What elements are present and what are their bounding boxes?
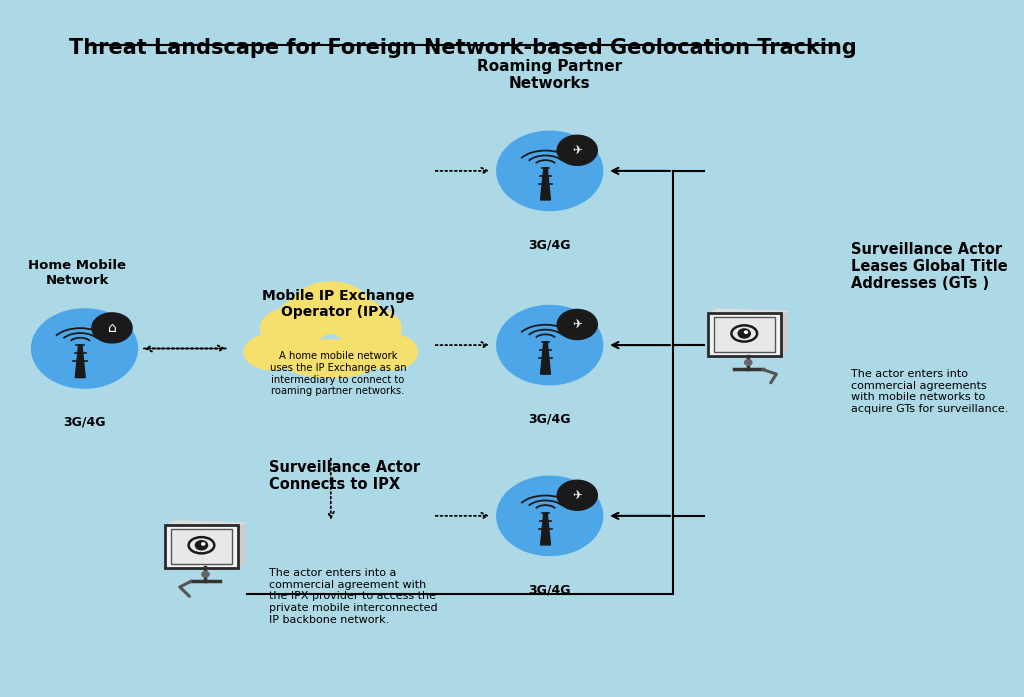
- Polygon shape: [237, 523, 245, 567]
- Text: Threat Landscape for Foreign Network-based Geolocation Tracking: Threat Landscape for Foreign Network-bas…: [70, 38, 857, 58]
- Ellipse shape: [292, 282, 370, 333]
- Ellipse shape: [281, 340, 381, 378]
- Circle shape: [202, 572, 209, 577]
- Ellipse shape: [244, 334, 299, 369]
- Text: ⌂: ⌂: [108, 321, 117, 335]
- Text: ✈: ✈: [572, 489, 583, 502]
- Text: 3G/4G: 3G/4G: [528, 583, 571, 596]
- Polygon shape: [779, 312, 787, 355]
- Ellipse shape: [279, 297, 338, 339]
- Text: ✈: ✈: [572, 144, 583, 157]
- Ellipse shape: [337, 307, 401, 348]
- Circle shape: [92, 313, 132, 343]
- Text: Roaming Partner
Networks: Roaming Partner Networks: [477, 59, 623, 91]
- Circle shape: [32, 309, 137, 388]
- FancyBboxPatch shape: [165, 525, 238, 568]
- Circle shape: [497, 476, 603, 556]
- Text: The actor enters into a
commercial agreement with
the IPX provider to access the: The actor enters into a commercial agree…: [268, 568, 437, 625]
- Circle shape: [557, 309, 597, 339]
- Text: Home Mobile
Network: Home Mobile Network: [29, 259, 126, 287]
- Ellipse shape: [260, 307, 325, 348]
- Ellipse shape: [362, 334, 418, 369]
- Text: ✈: ✈: [572, 318, 583, 331]
- FancyBboxPatch shape: [708, 313, 780, 356]
- Polygon shape: [541, 513, 551, 545]
- Polygon shape: [709, 309, 787, 314]
- Polygon shape: [541, 342, 551, 374]
- Circle shape: [557, 480, 597, 510]
- Circle shape: [744, 331, 748, 333]
- Circle shape: [202, 543, 205, 545]
- Circle shape: [497, 305, 603, 385]
- Circle shape: [497, 131, 603, 210]
- Circle shape: [744, 360, 752, 365]
- Circle shape: [557, 135, 597, 165]
- Polygon shape: [541, 168, 551, 200]
- FancyBboxPatch shape: [714, 317, 775, 352]
- Ellipse shape: [324, 297, 383, 339]
- Text: The actor enters into
commercial agreements
with mobile networks to
acquire GTs : The actor enters into commercial agreeme…: [851, 369, 1009, 414]
- Text: A home mobile network
uses the IP Exchange as an
intermediary to connect to
roam: A home mobile network uses the IP Exchan…: [269, 351, 407, 396]
- FancyBboxPatch shape: [171, 529, 232, 564]
- Text: 3G/4G: 3G/4G: [528, 238, 571, 251]
- Text: Surveillance Actor
Leases Global Title
Addresses (GTs ): Surveillance Actor Leases Global Title A…: [851, 242, 1008, 291]
- Polygon shape: [76, 345, 85, 378]
- Text: Surveillance Actor
Connects to IPX: Surveillance Actor Connects to IPX: [268, 460, 420, 493]
- Circle shape: [196, 541, 208, 550]
- Polygon shape: [166, 521, 245, 526]
- Circle shape: [738, 329, 751, 338]
- Text: 3G/4G: 3G/4G: [63, 416, 105, 429]
- Text: Mobile IP Exchange
Operator (IPX): Mobile IP Exchange Operator (IPX): [262, 289, 415, 319]
- Text: 3G/4G: 3G/4G: [528, 413, 571, 425]
